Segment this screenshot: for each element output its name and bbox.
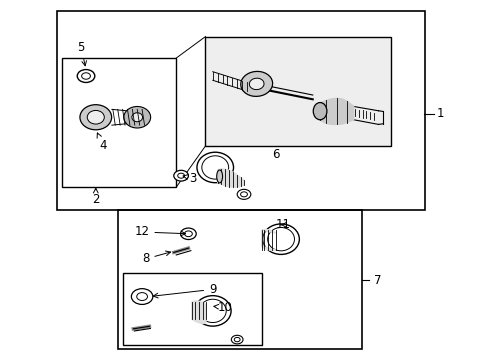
Text: 10: 10 <box>213 301 232 314</box>
Polygon shape <box>191 301 205 323</box>
Ellipse shape <box>249 78 264 90</box>
Ellipse shape <box>262 224 299 255</box>
Ellipse shape <box>80 105 111 130</box>
Ellipse shape <box>313 103 326 120</box>
Text: 11: 11 <box>275 218 290 231</box>
Ellipse shape <box>267 228 294 251</box>
Circle shape <box>173 170 188 181</box>
Text: 7: 7 <box>373 274 381 287</box>
Circle shape <box>77 69 95 82</box>
Ellipse shape <box>194 296 231 326</box>
Polygon shape <box>261 229 275 251</box>
Circle shape <box>81 73 90 79</box>
Ellipse shape <box>199 299 226 323</box>
Ellipse shape <box>216 170 222 183</box>
Text: 3: 3 <box>183 172 197 185</box>
Bar <box>57 12 424 211</box>
Circle shape <box>231 335 243 344</box>
Text: 1: 1 <box>436 107 444 120</box>
Ellipse shape <box>87 111 104 124</box>
Circle shape <box>237 189 250 199</box>
Bar <box>61 58 176 187</box>
Polygon shape <box>320 98 353 125</box>
Text: 6: 6 <box>272 148 279 161</box>
Bar <box>118 211 361 348</box>
Bar <box>122 273 261 345</box>
Text: 9: 9 <box>153 283 216 298</box>
Circle shape <box>184 231 192 237</box>
Text: 12: 12 <box>134 225 185 238</box>
Ellipse shape <box>197 152 233 183</box>
Text: 2: 2 <box>92 188 100 206</box>
Text: 5: 5 <box>77 41 86 66</box>
Ellipse shape <box>240 71 272 96</box>
Circle shape <box>234 337 240 342</box>
Circle shape <box>131 289 153 305</box>
Bar <box>205 37 390 146</box>
Text: 4: 4 <box>97 133 106 152</box>
Polygon shape <box>217 169 243 187</box>
Ellipse shape <box>202 156 228 179</box>
Circle shape <box>180 228 196 239</box>
Ellipse shape <box>132 113 142 122</box>
Circle shape <box>137 293 147 301</box>
Text: 8: 8 <box>142 251 170 265</box>
Circle shape <box>177 173 184 178</box>
Circle shape <box>240 192 247 197</box>
Ellipse shape <box>123 107 150 128</box>
